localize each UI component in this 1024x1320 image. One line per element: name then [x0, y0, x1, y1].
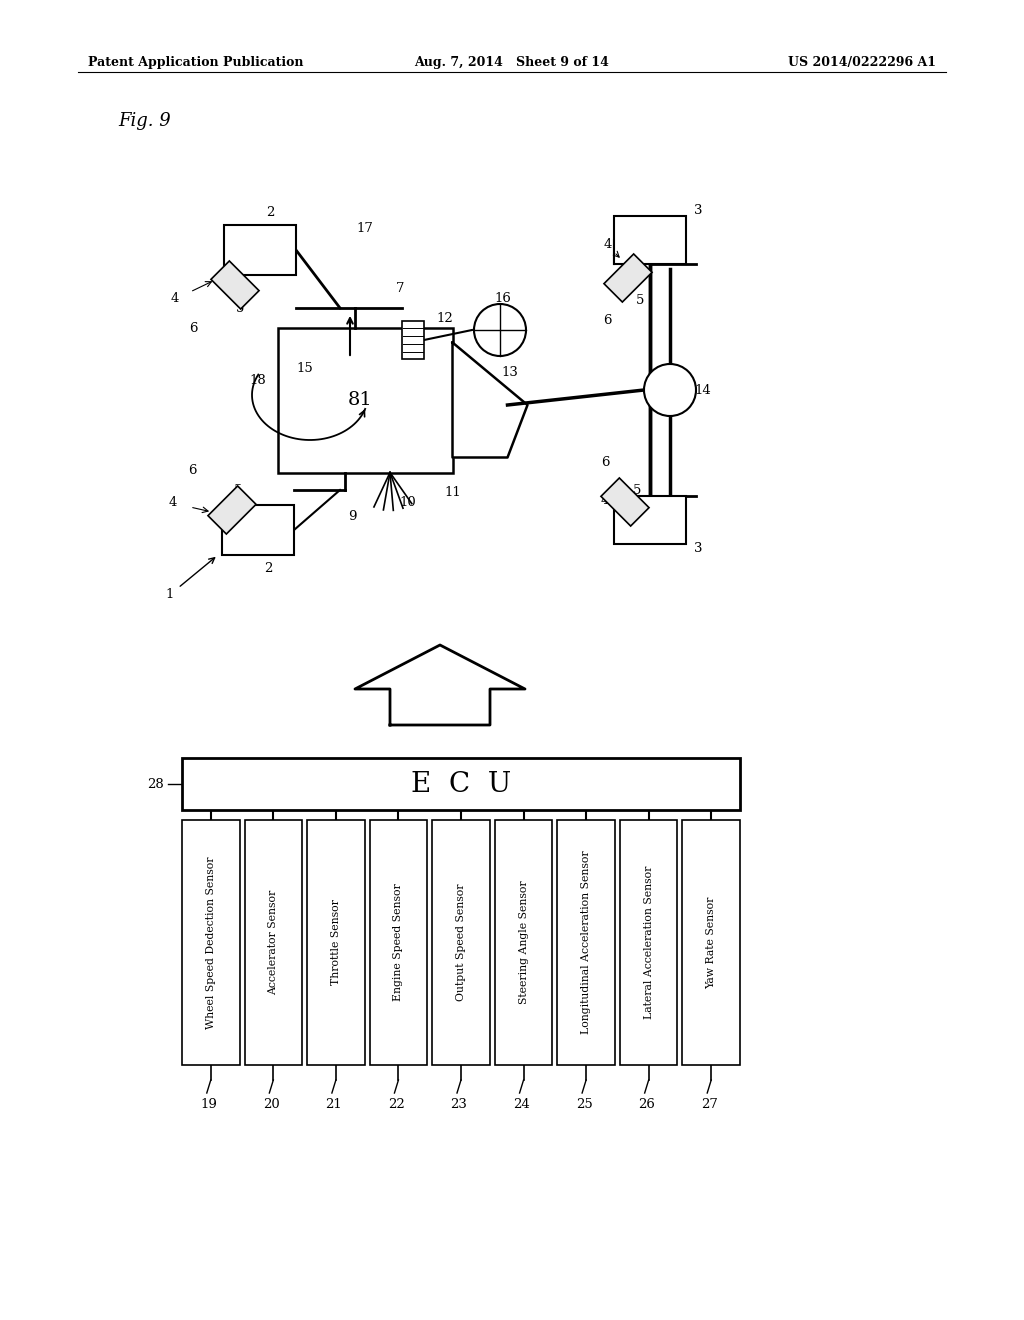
Text: 6: 6: [601, 455, 609, 469]
Text: 5: 5: [633, 483, 641, 496]
Bar: [557, 820, 614, 1065]
Text: Steering Angle Sensor: Steering Angle Sensor: [518, 880, 528, 1005]
Text: 3: 3: [693, 203, 702, 216]
Text: 12: 12: [436, 312, 454, 325]
Polygon shape: [453, 342, 527, 458]
Text: Patent Application Publication: Patent Application Publication: [88, 55, 303, 69]
Text: 4: 4: [171, 292, 179, 305]
Text: Aug. 7, 2014   Sheet 9 of 14: Aug. 7, 2014 Sheet 9 of 14: [415, 55, 609, 69]
Text: Engine Speed Sensor: Engine Speed Sensor: [393, 883, 403, 1002]
Text: 23: 23: [451, 1098, 467, 1111]
Text: Lateral Acceleration Sensor: Lateral Acceleration Sensor: [644, 866, 653, 1019]
Text: 28: 28: [147, 777, 164, 791]
Text: 6: 6: [188, 322, 198, 334]
Bar: [402, 321, 424, 359]
Text: 1: 1: [166, 589, 174, 602]
Text: 5: 5: [236, 301, 244, 314]
Text: 11: 11: [444, 486, 462, 499]
Bar: [495, 820, 552, 1065]
Text: 10: 10: [399, 495, 417, 508]
Bar: [620, 820, 678, 1065]
Text: Longitudinal Acceleration Sensor: Longitudinal Acceleration Sensor: [581, 850, 591, 1035]
Bar: [245, 820, 302, 1065]
Bar: [224, 224, 296, 275]
Text: 17: 17: [356, 222, 374, 235]
Text: 18: 18: [250, 374, 266, 387]
Circle shape: [644, 364, 696, 416]
Text: 9: 9: [348, 510, 356, 523]
Text: 4: 4: [604, 239, 612, 252]
Text: 6: 6: [603, 314, 611, 326]
Bar: [182, 758, 740, 810]
Text: 81: 81: [347, 391, 373, 409]
Bar: [370, 820, 427, 1065]
Text: 3: 3: [693, 541, 702, 554]
Text: Fig. 9: Fig. 9: [118, 112, 171, 129]
Text: 26: 26: [638, 1098, 655, 1111]
Bar: [278, 327, 453, 473]
Text: Wheel Speed Dedection Sensor: Wheel Speed Dedection Sensor: [206, 857, 216, 1028]
Text: Throttle Sensor: Throttle Sensor: [331, 899, 341, 986]
Bar: [614, 496, 686, 544]
Text: 27: 27: [700, 1098, 718, 1111]
Bar: [222, 506, 294, 554]
Text: Accelerator Sensor: Accelerator Sensor: [268, 890, 279, 995]
Text: 2: 2: [264, 561, 272, 574]
Bar: [432, 820, 489, 1065]
Text: 22: 22: [388, 1098, 404, 1111]
Polygon shape: [355, 645, 525, 725]
Bar: [601, 478, 649, 527]
Bar: [211, 261, 259, 309]
Bar: [182, 820, 240, 1065]
Bar: [682, 820, 740, 1065]
Text: 5: 5: [636, 293, 644, 306]
Text: 16: 16: [495, 292, 511, 305]
Text: 19: 19: [201, 1098, 217, 1111]
Text: 20: 20: [263, 1098, 280, 1111]
Text: E  C  U: E C U: [411, 771, 511, 797]
Bar: [307, 820, 365, 1065]
Bar: [208, 486, 256, 535]
Text: 24: 24: [513, 1098, 530, 1111]
Text: 25: 25: [575, 1098, 593, 1111]
Circle shape: [474, 304, 526, 356]
Bar: [614, 216, 686, 264]
Text: Yaw Rate Sensor: Yaw Rate Sensor: [707, 896, 716, 989]
Text: US 2014/0222296 A1: US 2014/0222296 A1: [788, 55, 936, 69]
Text: 13: 13: [502, 366, 518, 379]
Text: 15: 15: [297, 362, 313, 375]
Text: 2: 2: [266, 206, 274, 219]
Text: 6: 6: [187, 463, 197, 477]
Bar: [604, 253, 652, 302]
Text: 4: 4: [169, 495, 177, 508]
Text: 14: 14: [694, 384, 712, 396]
Text: 4: 4: [601, 494, 609, 507]
Text: Output Speed Sensor: Output Speed Sensor: [456, 884, 466, 1002]
Text: 21: 21: [326, 1098, 342, 1111]
Text: 7: 7: [395, 281, 404, 294]
Text: 5: 5: [233, 483, 243, 496]
